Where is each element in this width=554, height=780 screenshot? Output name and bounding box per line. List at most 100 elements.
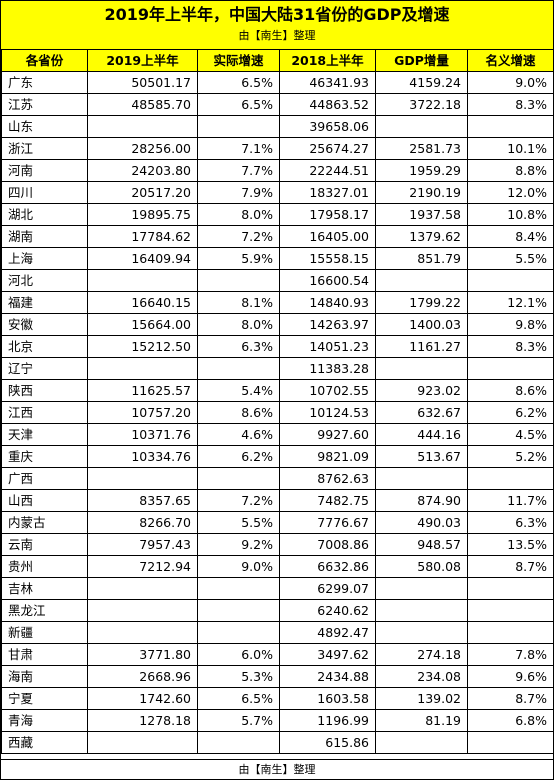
cell-gdp-increase <box>375 621 468 644</box>
cell-gdp-2019h1 <box>87 115 198 138</box>
table-row: 辽宁 11383.28 <box>1 357 554 380</box>
cell-province: 湖北 <box>1 203 88 226</box>
cell-nominal-growth: 4.5% <box>467 423 554 446</box>
cell-gdp-2018h1: 15558.15 <box>279 247 376 270</box>
cell-gdp-2019h1 <box>87 357 198 380</box>
header-2019h1: 2019上半年 <box>87 49 198 72</box>
page-subtitle: 由【南生】整理 <box>238 29 316 42</box>
cell-gdp-2019h1 <box>87 621 198 644</box>
cell-gdp-2018h1: 9927.60 <box>279 423 376 446</box>
cell-real-growth <box>197 115 280 138</box>
cell-gdp-2019h1: 19895.75 <box>87 203 198 226</box>
cell-gdp-2019h1: 8266.70 <box>87 511 198 534</box>
cell-gdp-increase <box>375 577 468 600</box>
cell-nominal-growth: 8.4% <box>467 225 554 248</box>
cell-gdp-2018h1: 10124.53 <box>279 401 376 424</box>
cell-real-growth: 7.2% <box>197 225 280 248</box>
cell-real-growth <box>197 577 280 600</box>
cell-nominal-growth: 12.1% <box>467 291 554 314</box>
cell-nominal-growth: 6.8% <box>467 709 554 732</box>
cell-gdp-2018h1: 8762.63 <box>279 467 376 490</box>
cell-province: 北京 <box>1 335 88 358</box>
cell-province: 内蒙古 <box>1 511 88 534</box>
cell-gdp-2018h1: 1603.58 <box>279 687 376 710</box>
table-row: 内蒙古 8266.70 5.5% 7776.67 490.03 6.3% <box>1 511 554 534</box>
header-real-growth: 实际增速 <box>197 49 280 72</box>
cell-gdp-2018h1: 14840.93 <box>279 291 376 314</box>
cell-gdp-increase: 513.67 <box>375 445 468 468</box>
cell-gdp-2019h1: 17784.62 <box>87 225 198 248</box>
table-row: 新疆 4892.47 <box>1 621 554 644</box>
cell-gdp-2019h1: 7957.43 <box>87 533 198 556</box>
cell-gdp-2019h1: 1278.18 <box>87 709 198 732</box>
table-row: 北京 15212.50 6.3% 14051.23 1161.27 8.3% <box>1 335 554 358</box>
cell-gdp-2019h1: 15212.50 <box>87 335 198 358</box>
cell-gdp-2018h1: 11383.28 <box>279 357 376 380</box>
cell-gdp-2019h1: 10334.76 <box>87 445 198 468</box>
cell-gdp-increase <box>375 599 468 622</box>
cell-nominal-growth: 9.6% <box>467 665 554 688</box>
gdp-table: 各省份 2019上半年 实际增速 2018上半年 GDP增量 名义增速 广东 50… <box>1 49 554 754</box>
table-row: 山东 39658.06 <box>1 115 554 138</box>
cell-province: 山西 <box>1 489 88 512</box>
cell-gdp-2018h1: 6240.62 <box>279 599 376 622</box>
cell-gdp-2019h1 <box>87 467 198 490</box>
cell-gdp-2018h1: 3497.62 <box>279 643 376 666</box>
cell-province: 甘肃 <box>1 643 88 666</box>
cell-nominal-growth: 5.5% <box>467 247 554 270</box>
cell-nominal-growth: 7.8% <box>467 643 554 666</box>
cell-gdp-2018h1: 6632.86 <box>279 555 376 578</box>
cell-gdp-increase: 274.18 <box>375 643 468 666</box>
cell-gdp-2019h1 <box>87 599 198 622</box>
cell-gdp-increase <box>375 115 468 138</box>
cell-real-growth: 7.7% <box>197 159 280 182</box>
cell-province: 江苏 <box>1 93 88 116</box>
table-row: 江西 10757.20 8.6% 10124.53 632.67 6.2% <box>1 401 554 424</box>
cell-real-growth: 8.1% <box>197 291 280 314</box>
table-row: 安徽 15664.00 8.0% 14263.97 1400.03 9.8% <box>1 313 554 336</box>
cell-nominal-growth: 6.3% <box>467 511 554 534</box>
cell-gdp-2019h1: 10371.76 <box>87 423 198 446</box>
cell-nominal-growth: 10.8% <box>467 203 554 226</box>
header-province: 各省份 <box>1 49 88 72</box>
table-row: 甘肃 3771.80 6.0% 3497.62 274.18 7.8% <box>1 643 554 666</box>
table-row: 贵州 7212.94 9.0% 6632.86 580.08 8.7% <box>1 555 554 578</box>
cell-nominal-growth <box>467 467 554 490</box>
cell-gdp-2019h1: 24203.80 <box>87 159 198 182</box>
cell-gdp-2018h1: 615.86 <box>279 731 376 754</box>
cell-real-growth <box>197 599 280 622</box>
cell-nominal-growth: 5.2% <box>467 445 554 468</box>
footer-note: 由【南生】整理 <box>1 759 553 780</box>
table-row: 重庆 10334.76 6.2% 9821.09 513.67 5.2% <box>1 445 554 468</box>
cell-gdp-2019h1: 48585.70 <box>87 93 198 116</box>
cell-gdp-increase: 444.16 <box>375 423 468 446</box>
cell-province: 江西 <box>1 401 88 424</box>
cell-gdp-2018h1: 16600.54 <box>279 269 376 292</box>
cell-nominal-growth: 9.8% <box>467 313 554 336</box>
cell-gdp-2019h1: 16409.94 <box>87 247 198 270</box>
cell-province: 湖南 <box>1 225 88 248</box>
cell-real-growth: 5.7% <box>197 709 280 732</box>
cell-real-growth: 4.6% <box>197 423 280 446</box>
cell-province: 云南 <box>1 533 88 556</box>
table-row: 广西 8762.63 <box>1 467 554 490</box>
header-nominal-growth: 名义增速 <box>467 49 554 72</box>
cell-province: 新疆 <box>1 621 88 644</box>
cell-gdp-2018h1: 39658.06 <box>279 115 376 138</box>
cell-gdp-2019h1: 3771.80 <box>87 643 198 666</box>
cell-gdp-increase: 948.57 <box>375 533 468 556</box>
cell-gdp-increase: 2190.19 <box>375 181 468 204</box>
title-block: 2019年上半年，中国大陆31省份的GDP及增速 由【南生】整理 <box>1 1 553 50</box>
table-row: 江苏 48585.70 6.5% 44863.52 3722.18 8.3% <box>1 93 554 116</box>
cell-gdp-2018h1: 10702.55 <box>279 379 376 402</box>
cell-province: 福建 <box>1 291 88 314</box>
table-row: 河南 24203.80 7.7% 22244.51 1959.29 8.8% <box>1 159 554 182</box>
cell-gdp-increase: 3722.18 <box>375 93 468 116</box>
cell-nominal-growth: 11.7% <box>467 489 554 512</box>
cell-real-growth: 8.0% <box>197 203 280 226</box>
cell-real-growth: 5.3% <box>197 665 280 688</box>
cell-gdp-2019h1: 1742.60 <box>87 687 198 710</box>
table-row: 黑龙江 6240.62 <box>1 599 554 622</box>
cell-gdp-increase <box>375 357 468 380</box>
